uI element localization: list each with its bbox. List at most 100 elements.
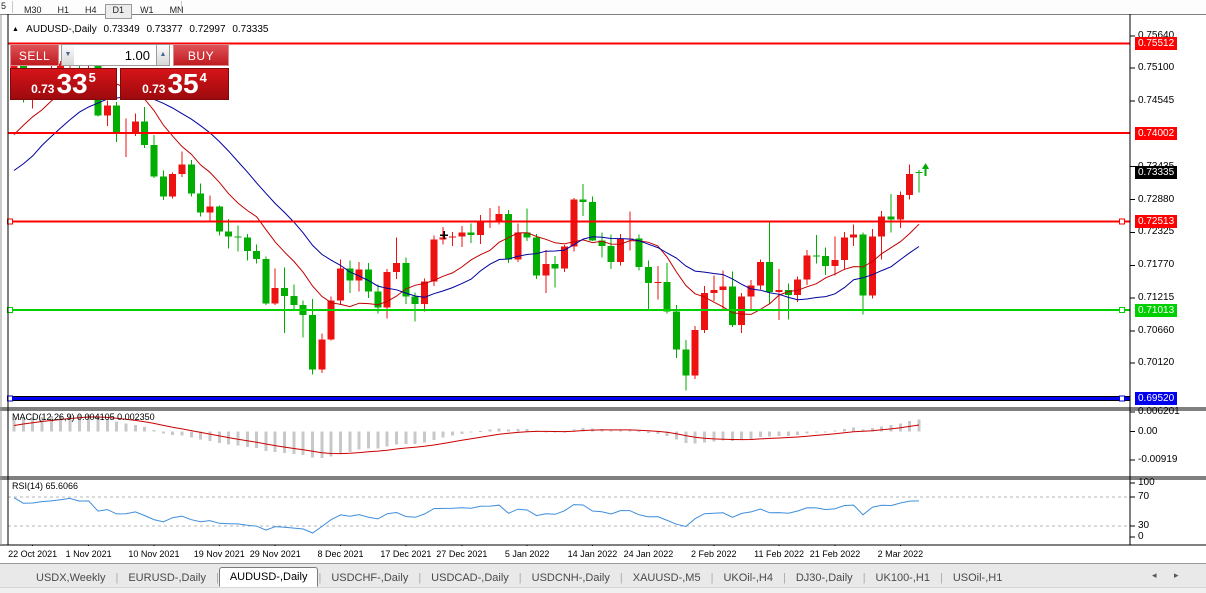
volume-increase-button[interactable]: ▲ bbox=[156, 44, 170, 66]
volume-input[interactable] bbox=[74, 44, 156, 66]
candle-2021-11-24 bbox=[243, 237, 251, 252]
bid-price-button[interactable]: 0.73 33 5 bbox=[10, 68, 117, 100]
ask-price-button[interactable]: 0.73 35 4 bbox=[120, 68, 229, 100]
date-tick-label: 19 Nov 2021 bbox=[193, 549, 245, 559]
date-tick-label: 14 Jan 2022 bbox=[567, 549, 618, 559]
ohlc-close: 0.73335 bbox=[232, 24, 269, 35]
candle-2022-01-10 bbox=[551, 264, 559, 269]
line-drag-handle[interactable] bbox=[1119, 307, 1125, 314]
tab-scroll-left-icon[interactable]: ◂ bbox=[1152, 570, 1157, 580]
candle-2022-02-09 bbox=[756, 261, 764, 286]
tab-uk100-h1[interactable]: UK100-,H1 bbox=[875, 572, 930, 584]
timeframe-button-h4[interactable]: H4 bbox=[85, 5, 97, 15]
collapse-panel-icon[interactable]: ▲ bbox=[12, 26, 19, 33]
timeframe-button-w1[interactable]: W1 bbox=[140, 5, 154, 15]
chart-canvas[interactable] bbox=[0, 0, 1206, 560]
candle-2021-11-18 bbox=[206, 206, 214, 213]
tab-separator: | bbox=[318, 572, 322, 584]
candle-2021-12-21 bbox=[421, 281, 429, 304]
hline-0.71013[interactable] bbox=[7, 307, 1131, 314]
candle-2021-12-06 bbox=[318, 339, 326, 370]
buy-button[interactable]: BUY bbox=[173, 44, 229, 66]
date-tick-label: 5 Jan 2022 bbox=[504, 549, 550, 559]
candle-2021-12-14 bbox=[374, 291, 382, 308]
candle-2022-01-18 bbox=[607, 245, 615, 262]
candle-2021-12-10 bbox=[355, 269, 363, 281]
date-tick-label: 17 Dec 2021 bbox=[380, 549, 432, 559]
tab-usdcad-daily[interactable]: USDCAD-,Daily bbox=[431, 572, 509, 584]
tab-separator: | bbox=[862, 572, 866, 584]
price-axis: 0.756400.751000.745450.734350.728800.723… bbox=[1135, 0, 1206, 560]
candle-2022-01-26 bbox=[663, 281, 671, 312]
candle-2022-03-02 bbox=[896, 194, 904, 220]
candle-2022-01-13 bbox=[579, 199, 587, 202]
sell-button[interactable]: SELL bbox=[10, 44, 59, 66]
line-drag-handle[interactable] bbox=[1119, 218, 1125, 225]
tab-separator: | bbox=[782, 572, 786, 584]
toolbar-separator bbox=[181, 1, 182, 13]
price-level-label: 0.69520 bbox=[1135, 392, 1178, 406]
candle-2022-02-10 bbox=[766, 261, 774, 292]
candle-2022-02-14 bbox=[784, 290, 792, 295]
date-tick-label: 11 Feb 2022 bbox=[754, 549, 804, 559]
macd-main-value: 0.004105 bbox=[77, 412, 115, 422]
candle-2021-12-22 bbox=[430, 239, 438, 282]
ask-price-prefix: 0.73 bbox=[142, 82, 166, 96]
hline-0.69520[interactable] bbox=[7, 395, 1131, 402]
candle-2022-02-15 bbox=[794, 279, 802, 295]
current-price-label: 0.73335 bbox=[1135, 166, 1178, 180]
candle-2021-11-29 bbox=[271, 287, 279, 304]
candle-2022-01-31 bbox=[691, 329, 699, 376]
candle-2022-01-03 bbox=[504, 213, 512, 260]
spinner-down-icon: ▼ bbox=[64, 51, 72, 58]
date-tick-label: 2 Mar 2022 bbox=[877, 549, 924, 559]
tab-usdchf-daily[interactable]: USDCHF-,Daily bbox=[331, 572, 409, 584]
date-tick-label: 24 Jan 2022 bbox=[623, 549, 674, 559]
timeframe-button-m5-partial[interactable]: 5 bbox=[1, 1, 7, 11]
candle-2022-01-11 bbox=[560, 246, 568, 269]
rsi-name: RSI(14) bbox=[12, 481, 44, 491]
tab-usoil-h1[interactable]: USOil-,H1 bbox=[952, 572, 1003, 584]
toolbar-separator bbox=[12, 1, 13, 13]
candle-2021-11-22 bbox=[225, 231, 233, 237]
tab-separator: | bbox=[418, 572, 422, 584]
timeframe-button-d1[interactable]: D1 bbox=[104, 4, 133, 19]
timeframe-button-h1[interactable]: H1 bbox=[57, 5, 70, 15]
candle-2022-01-04 bbox=[514, 232, 522, 260]
rsi-line bbox=[13, 497, 920, 534]
tab-eurusd-daily[interactable]: EURUSD-,Daily bbox=[128, 572, 206, 584]
candle-2021-12-31 bbox=[495, 213, 503, 221]
candle-2022-01-17 bbox=[598, 240, 606, 246]
candle-2021-11-15 bbox=[178, 164, 186, 175]
tab-dj30-daily[interactable]: DJ30-,Daily bbox=[795, 572, 853, 584]
tab-audusd-daily[interactable]: AUDUSD-,Daily bbox=[218, 567, 319, 587]
candle-2022-01-24 bbox=[644, 267, 652, 284]
hline-0.72513[interactable] bbox=[7, 218, 1131, 225]
tab-ukoil-h4[interactable]: UKOil-,H4 bbox=[723, 572, 773, 584]
candle-2021-11-23 bbox=[234, 236, 242, 238]
candle-2021-12-03 bbox=[309, 315, 317, 370]
timeframe-button-mn[interactable]: MN bbox=[169, 5, 184, 15]
timeframe-button-m30[interactable]: M30 bbox=[24, 5, 42, 15]
tab-separator: | bbox=[939, 572, 943, 584]
tab-scroll-right-icon[interactable]: ▸ bbox=[1174, 570, 1179, 580]
date-tick-label: 2 Feb 2022 bbox=[690, 549, 737, 559]
tab-separator: | bbox=[619, 572, 623, 584]
candle-2021-11-12 bbox=[169, 174, 177, 197]
line-drag-handle[interactable] bbox=[1119, 395, 1125, 402]
chart-symbol-label: AUDUSD-,Daily bbox=[26, 24, 97, 35]
tab-usdx-weekly[interactable]: USDX,Weekly bbox=[36, 572, 106, 584]
candle-2022-02-11 bbox=[775, 290, 783, 292]
candle-2021-11-26 bbox=[262, 258, 270, 304]
macd-indicator-label: MACD(12,26,9) 0.004105 0.002350 bbox=[12, 412, 155, 422]
tab-xauusd-m5[interactable]: XAUUSD-,M5 bbox=[632, 572, 701, 584]
ask-price-point: 4 bbox=[199, 70, 207, 85]
candle-2021-12-15 bbox=[383, 271, 391, 308]
volume-decrease-button[interactable]: ▼ bbox=[61, 44, 75, 66]
candle-2021-11-11 bbox=[159, 176, 167, 197]
tab-usdcnh-daily[interactable]: USDCNH-,Daily bbox=[531, 572, 610, 584]
price-tick: 0.75640 bbox=[1138, 30, 1175, 41]
macd-signal-value: 0.002350 bbox=[117, 412, 155, 422]
candle-2022-02-24 bbox=[859, 234, 867, 296]
